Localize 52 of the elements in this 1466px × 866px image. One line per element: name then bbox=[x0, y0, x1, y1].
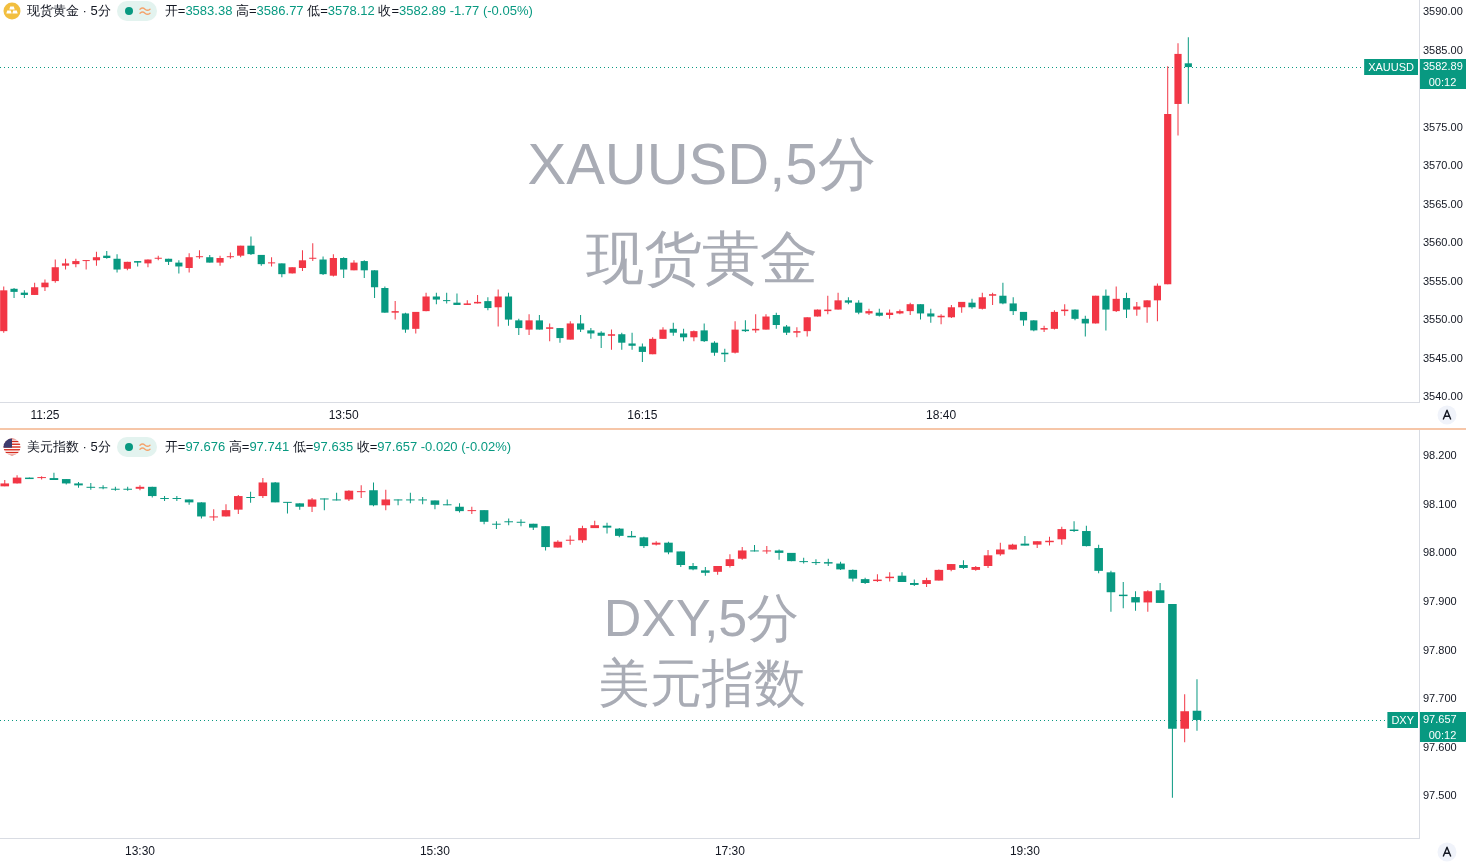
y-tick-label: 97.700 bbox=[1423, 692, 1457, 705]
y-tick-label: 97.600 bbox=[1423, 740, 1457, 753]
candlestick bbox=[209, 509, 219, 521]
candlestick bbox=[82, 260, 90, 270]
y-tick-label: 97.500 bbox=[1423, 789, 1457, 802]
text: 开=97.676 高=97.741 低=97.635 收=97.657 -0.020 (-0.02%) bbox=[164, 439, 512, 454]
candlestick bbox=[356, 485, 366, 498]
y-tick-label: 98.100 bbox=[1423, 497, 1457, 510]
x-tick-label: 17:30 bbox=[714, 843, 746, 858]
y-tick-label: 3582.89 bbox=[1423, 60, 1463, 73]
annotation: 美元指数 bbox=[597, 654, 806, 713]
x-tick-label: 15:30 bbox=[419, 843, 451, 858]
chart-title: 现货黄金 · 5分 bbox=[27, 2, 111, 20]
y-tick-label: 3590.00 bbox=[1423, 5, 1463, 18]
y-tick-label: 98.000 bbox=[1423, 546, 1457, 559]
y-tick-label: 3555.00 bbox=[1423, 274, 1463, 287]
candlestick bbox=[37, 476, 46, 480]
x-tick-label: 16:15 bbox=[627, 407, 658, 422]
y-tick-label: 3565.00 bbox=[1423, 197, 1463, 210]
y-tick-label: 3585.00 bbox=[1423, 43, 1463, 56]
y-tick-label: 3540.00 bbox=[1423, 390, 1463, 403]
y-tick-label: 3575.00 bbox=[1423, 120, 1463, 133]
annotation: XAUUSD,5分 bbox=[527, 131, 876, 196]
y-tick-label: 97.800 bbox=[1423, 643, 1457, 656]
y-tick-label: 3550.00 bbox=[1423, 313, 1463, 326]
ref-line-label: DXY bbox=[1391, 713, 1415, 726]
candlestick bbox=[607, 329, 616, 350]
annotation: DXY,5分 bbox=[603, 589, 800, 648]
annotation: 现货黄金 bbox=[585, 225, 818, 290]
candlestick bbox=[283, 501, 292, 514]
text: 开=3583.38 高=3586.77 低=3578.12 收=3582.89 -1.77 (-0.05%) bbox=[164, 3, 533, 18]
x-tick-label: 19:30 bbox=[1009, 843, 1041, 858]
x-tick-label: 13:50 bbox=[328, 407, 359, 422]
y-tick-label: 3560.00 bbox=[1423, 236, 1463, 249]
candlestick bbox=[1184, 37, 1192, 104]
y-tick-label: 97.900 bbox=[1423, 594, 1457, 607]
y-tick-label: 3545.00 bbox=[1423, 351, 1463, 364]
candlestick bbox=[246, 491, 255, 503]
candlestick bbox=[309, 243, 317, 262]
x-tick-label: 18:40 bbox=[926, 407, 957, 422]
candlestick bbox=[320, 498, 329, 511]
text: 00:12 bbox=[1428, 728, 1457, 741]
text: 美元指数 · 5分 bbox=[27, 438, 111, 456]
x-tick-label: 11:25 bbox=[30, 407, 60, 422]
y-tick-label: 3570.00 bbox=[1423, 159, 1463, 172]
ref-line-label: XAUUSD bbox=[1368, 60, 1415, 73]
y-tick-label: 98.200 bbox=[1423, 449, 1457, 462]
text: 00:12 bbox=[1428, 75, 1457, 88]
candlestick bbox=[391, 301, 399, 320]
y-tick-label: 97.657 bbox=[1423, 713, 1457, 725]
x-tick-label: 13:30 bbox=[124, 843, 156, 858]
candlestick bbox=[195, 250, 204, 259]
